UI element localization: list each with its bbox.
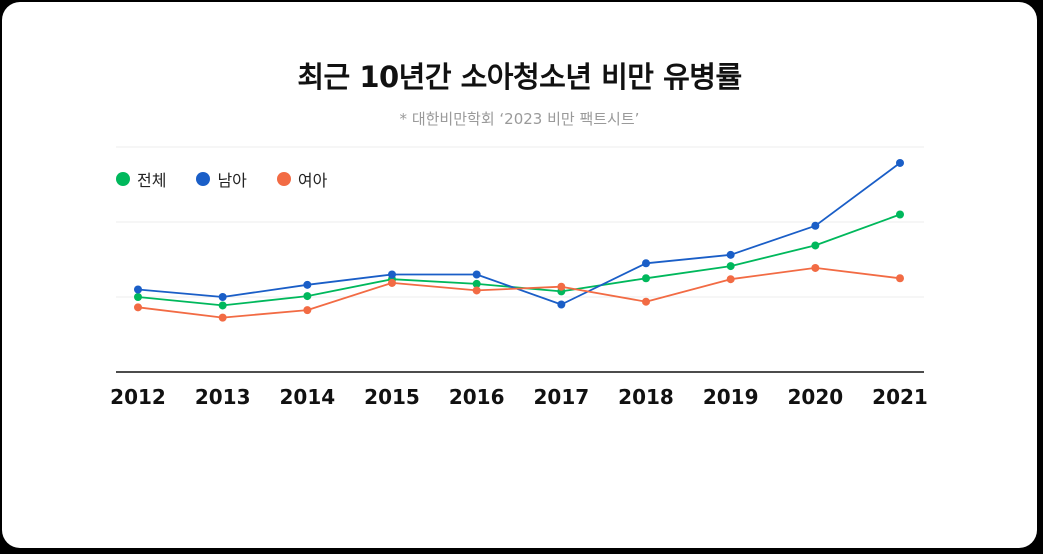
series-girls-point xyxy=(726,275,735,284)
series-girls-point xyxy=(472,286,481,295)
series-boys-point xyxy=(218,293,227,301)
series-total-point xyxy=(811,241,820,250)
x-tick-label: 2020 xyxy=(787,385,844,409)
series-girls-line xyxy=(137,266,901,319)
line-chart xyxy=(116,146,924,373)
series-boys-point xyxy=(472,270,481,279)
series-girls-point xyxy=(218,313,227,322)
chart-legend: 전체 남아 여아 xyxy=(116,167,327,191)
x-tick-label: 2019 xyxy=(702,385,759,409)
series-total-line xyxy=(137,213,901,307)
legend-label-girls: 여아 xyxy=(297,171,328,190)
series-total-point xyxy=(726,262,735,271)
legend-swatch-total xyxy=(116,172,130,186)
series-boys-point xyxy=(134,285,142,294)
x-tick-label: 2013 xyxy=(194,385,251,409)
series-total-point xyxy=(134,293,142,301)
series-girls-point xyxy=(388,278,396,287)
series-boys-point xyxy=(388,270,396,279)
series-girls-point xyxy=(134,303,142,312)
x-tick-label: 2021 xyxy=(872,385,928,409)
series-boys-point xyxy=(642,259,650,268)
legend-swatch-boys xyxy=(196,172,211,186)
legend-label-boys: 남아 xyxy=(217,171,247,190)
series-total-point xyxy=(218,301,227,310)
series-boys-line xyxy=(137,162,901,306)
x-tick-label: 2015 xyxy=(364,385,420,409)
legend-swatch-girls xyxy=(276,172,291,186)
legend-item-total: 전체 xyxy=(116,167,166,191)
chart-title: 최근 10년간 소아청소년 비만 유병률 xyxy=(297,60,742,94)
series-boys-point xyxy=(896,158,904,167)
x-axis-labels: 2012 2013 2014 2015 2016 2017 2018 2019 2020 2021 xyxy=(2,385,1037,415)
legend-item-girls: 여아 xyxy=(276,167,328,191)
chart-subtitle: * 대한비만학회 ‘2023 비만 팩트시트’ xyxy=(399,110,640,128)
x-tick-label: 2017 xyxy=(533,385,590,409)
x-tick-label: 2014 xyxy=(279,385,336,409)
series-total-point xyxy=(472,279,481,288)
series-total-point xyxy=(303,292,312,301)
x-tick-label: 2012 xyxy=(110,385,166,409)
legend-item-boys: 남아 xyxy=(196,167,247,191)
series-girls-point xyxy=(896,274,904,283)
series-boys-point xyxy=(726,250,735,259)
series-girls-point xyxy=(642,297,650,306)
series-boys-point xyxy=(557,300,566,309)
legend-label-total: 전체 xyxy=(137,171,167,190)
series-boys-point xyxy=(811,221,820,230)
series-total-point xyxy=(642,274,650,283)
series-boys-point xyxy=(303,280,312,289)
x-tick-label: 2016 xyxy=(448,385,505,409)
series-total-point xyxy=(896,210,904,219)
series-girls-point xyxy=(811,263,820,272)
x-tick-label: 2018 xyxy=(618,385,674,409)
series-girls-point xyxy=(557,282,566,291)
chart-card: 최근 10년간 소아청소년 비만 유병률 * 대한비만학회 ‘2023 비만 팩… xyxy=(2,2,1037,548)
series-girls-point xyxy=(303,306,312,315)
